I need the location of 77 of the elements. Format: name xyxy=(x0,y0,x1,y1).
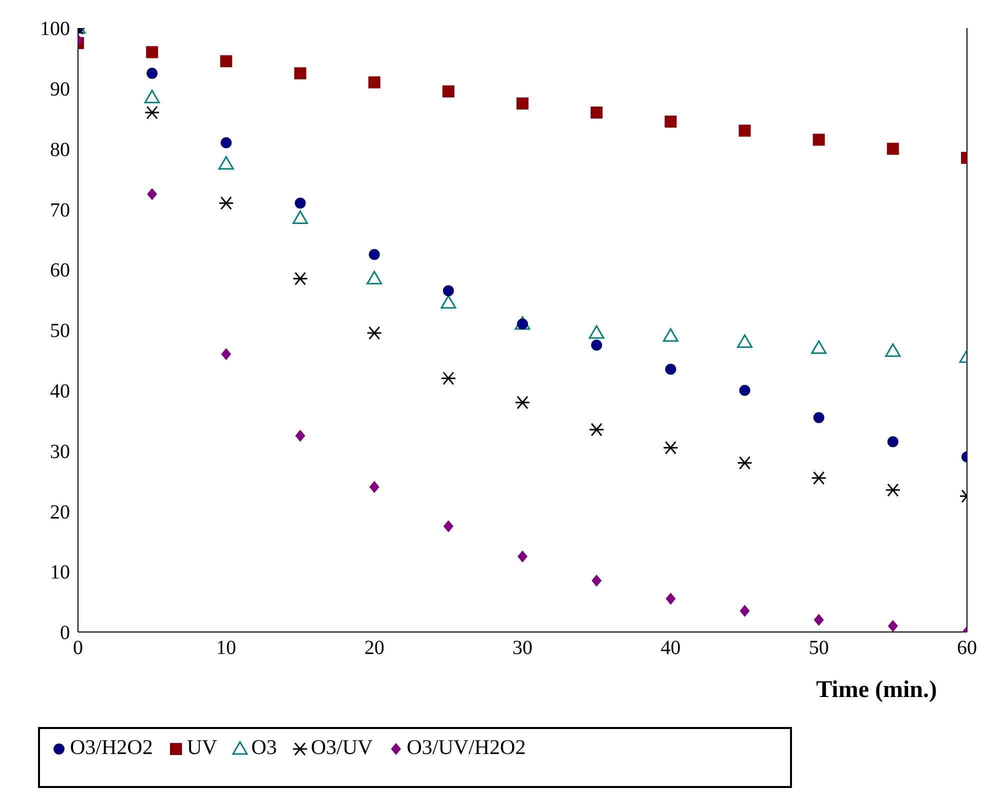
point xyxy=(440,295,456,309)
y-tick-label: 20 xyxy=(50,501,70,524)
point xyxy=(295,430,306,442)
point xyxy=(588,325,604,339)
y-tick-label: 90 xyxy=(50,78,70,100)
point xyxy=(591,340,602,351)
point xyxy=(368,76,380,88)
point xyxy=(811,471,827,485)
y-tick-label: 40 xyxy=(50,380,70,402)
point xyxy=(737,334,752,348)
legend-label: O3/UV/H2O2 xyxy=(406,735,526,760)
x-tick-label: 10 xyxy=(216,637,236,660)
point xyxy=(887,436,898,448)
point xyxy=(516,98,528,110)
point xyxy=(220,137,232,148)
point xyxy=(592,574,602,587)
point xyxy=(292,272,308,286)
point xyxy=(514,396,530,410)
point xyxy=(666,592,676,605)
legend-label: O3 xyxy=(251,735,277,760)
x-tick-label: 20 xyxy=(364,637,384,660)
x-tick-label: 40 xyxy=(660,637,681,660)
point xyxy=(442,85,454,98)
legend-label: O3/H2O2 xyxy=(70,735,153,760)
point xyxy=(221,348,232,360)
point xyxy=(518,550,528,562)
point xyxy=(440,372,456,386)
point xyxy=(888,620,898,632)
point xyxy=(813,412,824,424)
point xyxy=(737,456,752,470)
x-tick-label: 30 xyxy=(512,637,532,660)
point xyxy=(443,520,454,532)
point xyxy=(366,270,382,284)
point xyxy=(664,116,677,128)
point xyxy=(218,196,234,210)
point xyxy=(144,106,160,120)
point xyxy=(294,198,306,209)
point xyxy=(294,67,306,80)
point xyxy=(738,124,751,137)
point xyxy=(812,134,825,146)
y-tick-label: 70 xyxy=(50,199,70,222)
point xyxy=(220,55,232,68)
point xyxy=(662,441,678,455)
point xyxy=(369,481,380,494)
point xyxy=(811,340,827,354)
point xyxy=(886,142,899,155)
x-tick-label: 50 xyxy=(808,637,829,660)
point xyxy=(514,316,530,330)
x-tick-label: 60 xyxy=(957,637,977,660)
point xyxy=(146,46,158,58)
y-tick-label: 30 xyxy=(50,440,70,463)
point xyxy=(662,328,678,342)
y-tick-label: 60 xyxy=(50,260,70,282)
point xyxy=(292,210,308,224)
y-tick-label: 50 xyxy=(50,320,70,342)
point xyxy=(740,604,750,617)
point xyxy=(146,68,158,79)
point xyxy=(368,249,380,260)
legend-label: UV xyxy=(186,735,218,760)
y-tick-label: 80 xyxy=(50,138,70,161)
point xyxy=(665,364,676,375)
y-tick-label: 10 xyxy=(50,562,70,584)
legend-label: O3/UV xyxy=(310,735,373,760)
point xyxy=(147,188,158,200)
point xyxy=(366,326,382,340)
point xyxy=(218,156,234,170)
point xyxy=(590,106,603,119)
y-tick-label: 0 xyxy=(60,622,70,644)
point xyxy=(588,422,604,436)
point xyxy=(885,483,901,497)
x-axis-title: Time (min.) xyxy=(816,677,937,703)
point xyxy=(144,90,160,104)
point xyxy=(739,384,750,396)
point xyxy=(814,614,824,626)
point xyxy=(442,285,454,296)
y-tick-label: 100 xyxy=(40,18,70,40)
point xyxy=(885,343,901,357)
